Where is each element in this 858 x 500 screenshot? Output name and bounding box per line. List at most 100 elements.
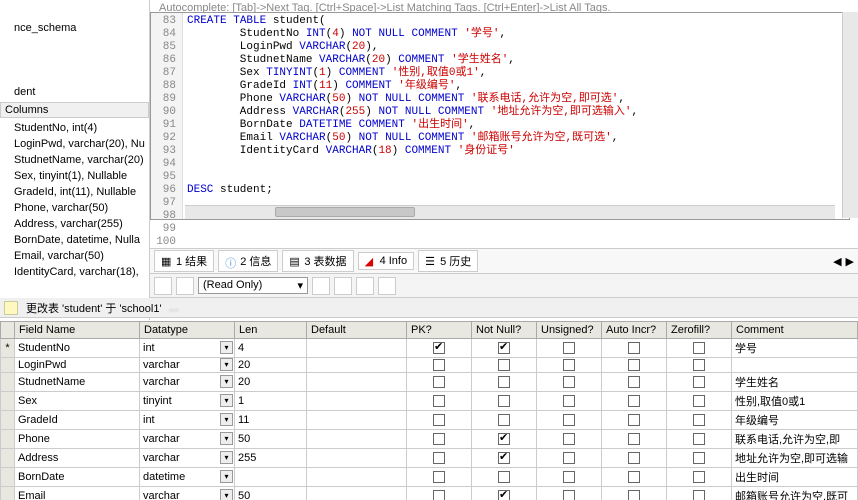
dropdown-icon[interactable]: ▾ bbox=[220, 341, 233, 354]
cell-unsigned[interactable] bbox=[537, 487, 602, 500]
cell-default[interactable] bbox=[307, 487, 407, 500]
checkbox[interactable] bbox=[628, 414, 640, 426]
checkbox[interactable] bbox=[693, 433, 705, 445]
save-icon[interactable] bbox=[334, 277, 352, 295]
cell-datatype[interactable]: datetime▾ bbox=[140, 468, 235, 487]
checkbox[interactable] bbox=[628, 471, 640, 483]
dropdown-icon[interactable]: ▾ bbox=[220, 375, 233, 388]
cell-notnull[interactable] bbox=[472, 487, 537, 500]
checkbox[interactable] bbox=[433, 452, 445, 464]
dent-label[interactable]: dent bbox=[0, 84, 149, 100]
cell-fieldname[interactable]: LoginPwd bbox=[15, 358, 140, 373]
cell-zerofill[interactable] bbox=[667, 430, 732, 449]
column-item[interactable]: IdentityCard, varchar(18), bbox=[0, 264, 149, 280]
cell-datatype[interactable]: varchar▾ bbox=[140, 373, 235, 392]
column-item[interactable]: BornDate, datetime, Nulla bbox=[0, 232, 149, 248]
cell-notnull[interactable] bbox=[472, 449, 537, 468]
cell-autoincr[interactable] bbox=[602, 449, 667, 468]
checkbox[interactable] bbox=[433, 433, 445, 445]
dropdown-icon[interactable]: ▾ bbox=[220, 358, 233, 371]
cell-notnull[interactable] bbox=[472, 392, 537, 411]
cell-comment[interactable]: 年级编号 bbox=[732, 411, 858, 430]
dropdown-icon[interactable]: ▾ bbox=[220, 470, 233, 483]
checkbox[interactable] bbox=[563, 452, 575, 464]
cell-notnull[interactable] bbox=[472, 358, 537, 373]
cell-zerofill[interactable] bbox=[667, 373, 732, 392]
cell-fieldname[interactable]: StudentNo bbox=[15, 339, 140, 358]
checkbox[interactable] bbox=[563, 376, 575, 388]
cell-autoincr[interactable] bbox=[602, 392, 667, 411]
checkbox[interactable] bbox=[628, 490, 640, 500]
cell-len[interactable]: 20 bbox=[235, 373, 307, 392]
cell-comment[interactable]: 性别,取值0或1 bbox=[732, 392, 858, 411]
checkbox[interactable] bbox=[498, 452, 510, 464]
cell-len[interactable]: 4 bbox=[235, 339, 307, 358]
hdr-comment[interactable]: Comment bbox=[732, 322, 858, 339]
cell-len[interactable]: 11 bbox=[235, 411, 307, 430]
cell-unsigned[interactable] bbox=[537, 449, 602, 468]
hdr-pk[interactable]: PK? bbox=[407, 322, 472, 339]
cell-comment[interactable]: 学号 bbox=[732, 339, 858, 358]
tab-history[interactable]: ☰5 历史 bbox=[418, 250, 478, 272]
checkbox[interactable] bbox=[498, 359, 510, 371]
checkbox[interactable] bbox=[693, 490, 705, 500]
cell-fieldname[interactable]: StudnetName bbox=[15, 373, 140, 392]
cell-comment[interactable] bbox=[732, 358, 858, 373]
cell-autoincr[interactable] bbox=[602, 339, 667, 358]
checkbox[interactable] bbox=[693, 395, 705, 407]
table-row[interactable]: GradeIdint▾11年级编号 bbox=[1, 411, 858, 430]
checkbox[interactable] bbox=[498, 433, 510, 445]
column-item[interactable]: Email, varchar(50) bbox=[0, 248, 149, 264]
cell-default[interactable] bbox=[307, 468, 407, 487]
hdr-len[interactable]: Len bbox=[235, 322, 307, 339]
cell-comment[interactable]: 邮箱账号允许为空,既可 bbox=[732, 487, 858, 500]
checkbox[interactable] bbox=[498, 414, 510, 426]
cell-fieldname[interactable]: Sex bbox=[15, 392, 140, 411]
column-item[interactable]: Sex, tinyint(1), Nullable bbox=[0, 168, 149, 184]
dropdown-icon[interactable]: ▾ bbox=[220, 394, 233, 407]
hdr-notnull[interactable]: Not Null? bbox=[472, 322, 537, 339]
filter-icon[interactable] bbox=[154, 277, 172, 295]
tab-result[interactable]: ▦1 结果 bbox=[154, 250, 214, 272]
cell-autoincr[interactable] bbox=[602, 430, 667, 449]
dropdown-icon[interactable]: ▾ bbox=[220, 489, 233, 500]
tab-info[interactable]: ⓘ2 信息 bbox=[218, 250, 278, 272]
column-item[interactable]: Phone, varchar(50) bbox=[0, 200, 149, 216]
checkbox[interactable] bbox=[693, 452, 705, 464]
cell-unsigned[interactable] bbox=[537, 411, 602, 430]
cell-unsigned[interactable] bbox=[537, 430, 602, 449]
h-scrollbar[interactable] bbox=[185, 205, 835, 219]
checkbox[interactable] bbox=[628, 376, 640, 388]
cell-datatype[interactable]: varchar▾ bbox=[140, 358, 235, 373]
cell-fieldname[interactable]: BornDate bbox=[15, 468, 140, 487]
cell-notnull[interactable] bbox=[472, 411, 537, 430]
cell-datatype[interactable]: tinyint▾ bbox=[140, 392, 235, 411]
cell-comment[interactable]: 出生时间 bbox=[732, 468, 858, 487]
tab-tabledata[interactable]: ▤3 表数据 bbox=[282, 250, 353, 272]
readonly-dropdown[interactable]: (Read Only) ▾ bbox=[198, 277, 308, 294]
code-body[interactable]: CREATE TABLE student( StudentNo INT(4) N… bbox=[183, 13, 849, 219]
checkbox[interactable] bbox=[433, 395, 445, 407]
cell-pk[interactable] bbox=[407, 449, 472, 468]
cell-zerofill[interactable] bbox=[667, 449, 732, 468]
sql-editor[interactable]: 8384858687888990919293949596979899100101… bbox=[150, 12, 850, 220]
hdr-fieldname[interactable]: Field Name bbox=[15, 322, 140, 339]
checkbox[interactable] bbox=[433, 359, 445, 371]
checkbox[interactable] bbox=[693, 414, 705, 426]
checkbox[interactable] bbox=[563, 395, 575, 407]
cell-zerofill[interactable] bbox=[667, 487, 732, 500]
columns-header[interactable]: Columns bbox=[0, 102, 149, 118]
checkbox[interactable] bbox=[693, 376, 705, 388]
table-row[interactable]: *StudentNoint▾4学号 bbox=[1, 339, 858, 358]
cell-len[interactable]: 50 bbox=[235, 430, 307, 449]
cell-datatype[interactable]: int▾ bbox=[140, 339, 235, 358]
cell-unsigned[interactable] bbox=[537, 392, 602, 411]
hdr-unsigned[interactable]: Unsigned? bbox=[537, 322, 602, 339]
cell-len[interactable]: 20 bbox=[235, 358, 307, 373]
column-item[interactable]: Address, varchar(255) bbox=[0, 216, 149, 232]
v-scrollbar[interactable] bbox=[842, 12, 858, 218]
sort-icon[interactable] bbox=[176, 277, 194, 295]
copy-icon[interactable] bbox=[356, 277, 374, 295]
cell-pk[interactable] bbox=[407, 468, 472, 487]
cell-notnull[interactable] bbox=[472, 430, 537, 449]
